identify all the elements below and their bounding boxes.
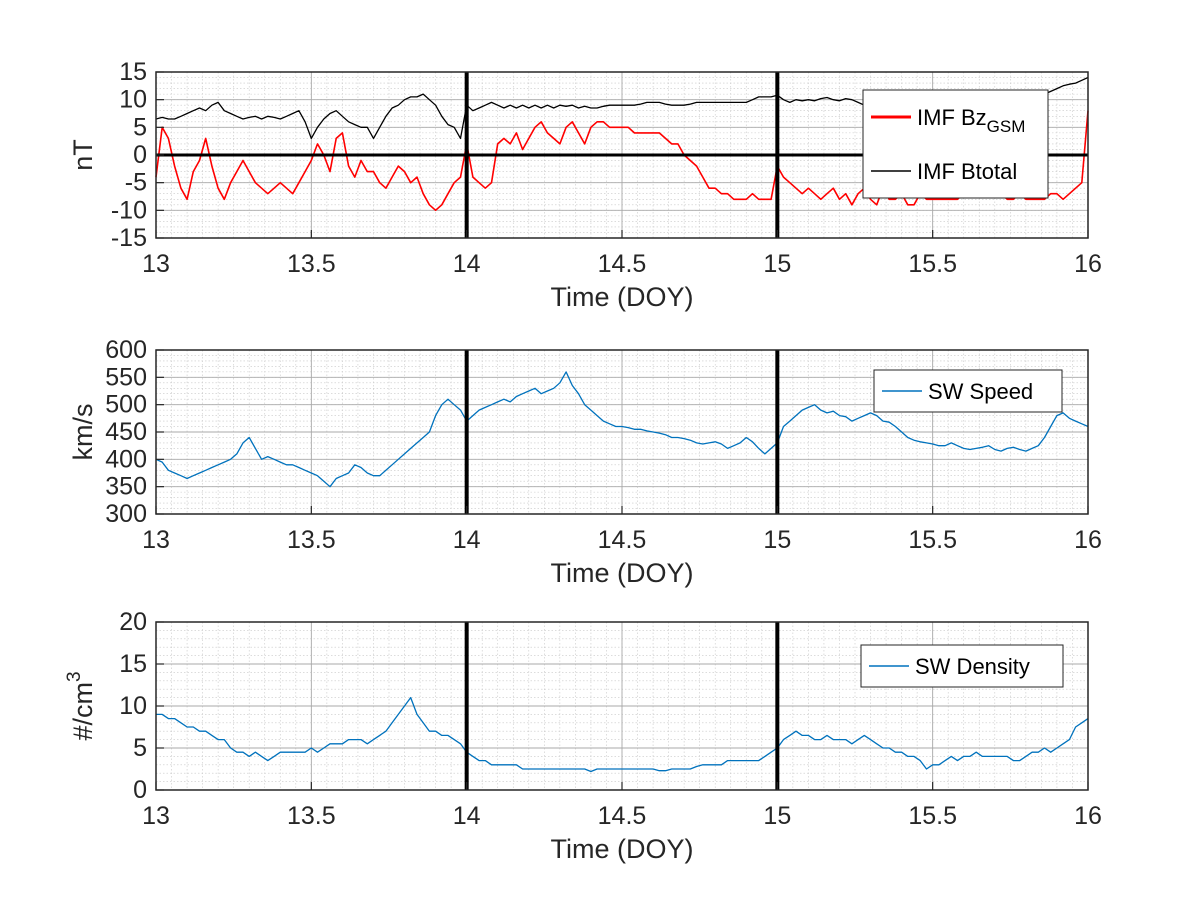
x-tick-label: 15.5 (908, 526, 957, 554)
x-tick-label: 14 (453, 526, 481, 554)
y-tick-label: 20 (119, 608, 147, 636)
x-tick-label: 13 (142, 526, 170, 554)
x-tick-label: 15.5 (908, 250, 957, 278)
y-tick-label: 5 (133, 113, 147, 141)
overlays-speed (155, 349, 1089, 515)
y-tick-label: 600 (105, 336, 147, 364)
x-tick-label: 14 (453, 250, 481, 278)
x-tick-label: 13.5 (287, 250, 336, 278)
y-tick-label: -15 (111, 224, 147, 252)
x-tick-label: 15 (763, 250, 791, 278)
legend-density: SW Density (860, 644, 1064, 688)
y-axis-label-speed: km/s (68, 404, 98, 461)
axes-box-imf (155, 71, 1089, 239)
xtick-labels-density: 13 13.5 14 14.5 15 15.5 16 (142, 802, 1102, 830)
legend-box-imf (862, 89, 1049, 199)
x-tick-label: 13.5 (287, 526, 336, 554)
legend-label-speed: SW Speed (928, 379, 1033, 404)
x-tick-label: 14 (453, 802, 481, 830)
axes-box-density (155, 621, 1089, 791)
y-tick-label: 5 (133, 734, 147, 762)
panel-density: 13 13.5 14 14.5 15 15.5 16 0 5 10 15 20 Time (DOY)… (64, 608, 1102, 864)
x-tick-label: 16 (1074, 250, 1102, 278)
series-line-imf-0 (155, 110, 1089, 212)
panel-speed: 13 13.5 14 14.5 15 15.5 16 3003504004505005506… (68, 336, 1102, 588)
legend-label-density: SW Density (915, 654, 1030, 679)
x-tick-label: 15 (763, 526, 791, 554)
legend-label-btotal: IMF Btotal (917, 159, 1017, 184)
y-tick-label: 350 (105, 473, 147, 501)
legend-imf: IMF BzGSM IMF Btotal (862, 89, 1049, 199)
legend-box-density (860, 644, 1064, 688)
y-axis-label-density-sup: 3 (64, 671, 85, 682)
series-speed (155, 371, 1089, 488)
legend-speed: SW Speed (873, 369, 1063, 413)
y-tick-label: -10 (111, 196, 147, 224)
y-axis-label-imf: nT (68, 139, 98, 171)
x-axis-label-speed: Time (DOY) (551, 558, 694, 588)
y-tick-label: 10 (119, 692, 147, 720)
x-tick-label: 14.5 (598, 250, 647, 278)
x-tick-label: 14.5 (598, 526, 647, 554)
y-tick-label: 550 (105, 363, 147, 391)
x-axis-label-imf: Time (DOY) (551, 282, 694, 312)
legend-label-bz: IMF BzGSM (917, 105, 1025, 136)
x-tick-label: 15.5 (908, 802, 957, 830)
ytick-labels-density: 0 5 10 15 20 (119, 608, 147, 804)
y-axis-label-density: #/cm3 (64, 671, 98, 740)
y-tick-label: 450 (105, 418, 147, 446)
legend-label-bz-main: IMF Bz (917, 105, 987, 130)
series-line-density-0 (156, 696, 1089, 773)
x-tick-label: 13 (142, 802, 170, 830)
x-tick-label: 16 (1074, 526, 1102, 554)
x-axis-label-density: Time (DOY) (551, 834, 694, 864)
x-tick-label: 13 (142, 250, 170, 278)
y-tick-label: 300 (105, 500, 147, 528)
x-tick-label: 13.5 (287, 802, 336, 830)
axes-box-speed (155, 349, 1089, 515)
y-tick-label: 0 (133, 776, 147, 804)
y-axis-label-density-main: #/cm (68, 682, 98, 741)
x-tick-label: 16 (1074, 802, 1102, 830)
legend-label-bz-sub: GSM (987, 117, 1026, 136)
x-tick-label: 15 (763, 802, 791, 830)
y-tick-label: 500 (105, 391, 147, 419)
y-tick-label: 400 (105, 445, 147, 473)
y-tick-label: 15 (119, 650, 147, 678)
x-tick-label: 14.5 (598, 802, 647, 830)
y-tick-label: 0 (133, 141, 147, 169)
y-tick-label: -5 (125, 169, 147, 197)
xtick-labels-speed: 13 13.5 14 14.5 15 15.5 16 (142, 526, 1102, 554)
series-density (156, 696, 1089, 773)
xtick-labels-imf: 13 13.5 14 14.5 15 15.5 16 (142, 250, 1102, 278)
y-tick-label: 15 (119, 58, 147, 86)
series-line-speed-0 (155, 371, 1089, 488)
y-tick-label: 10 (119, 86, 147, 114)
overlays-density (155, 621, 1089, 791)
